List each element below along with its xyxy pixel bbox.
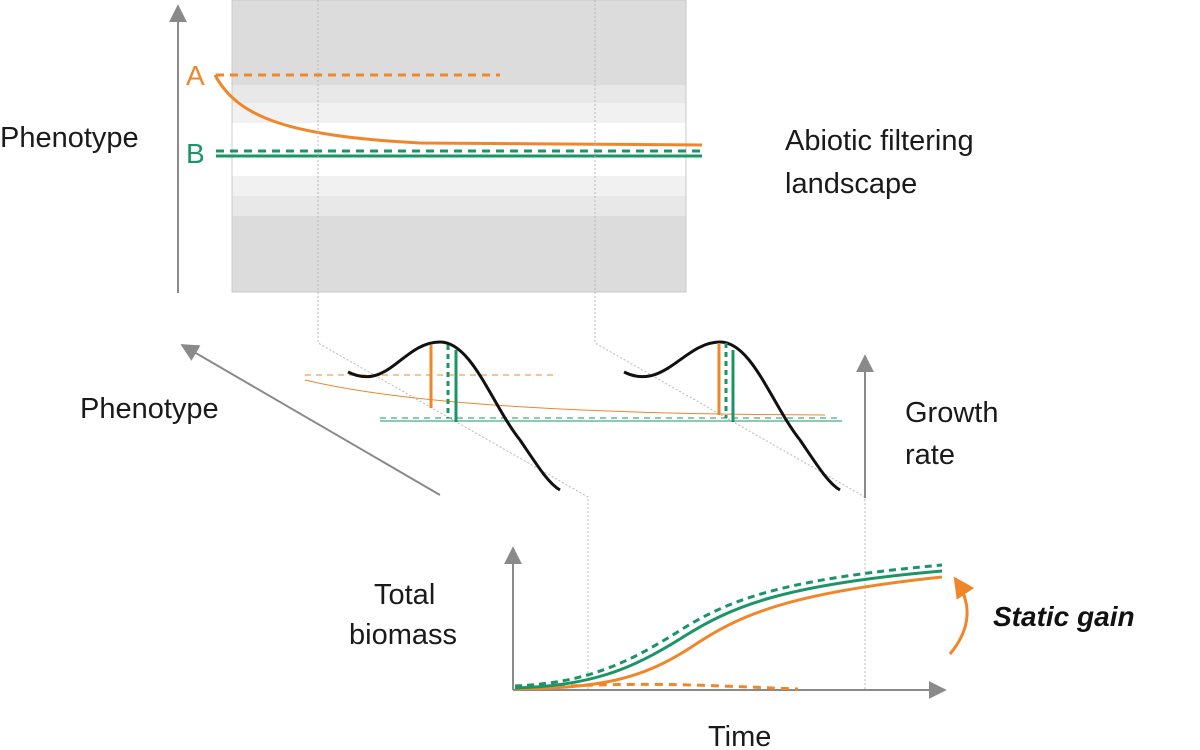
trait-b-biomass [514, 569, 943, 690]
trait-a-projection [304, 379, 826, 416]
static-gain-label: Static gain [993, 601, 1135, 632]
phenotype-axis-mid [180, 344, 441, 496]
growth-curve-right [623, 340, 841, 492]
time-label: Time [708, 721, 771, 750]
trait-a-biomass [514, 575, 943, 691]
trait-b-biomass-dashed [514, 563, 943, 688]
upper-filter-band [232, 0, 686, 85]
growth-curve-left [347, 340, 561, 492]
upper-filter-band-transition [232, 85, 686, 103]
phenotype-label-mid: Phenotype [80, 393, 219, 425]
growth-rate-panel: Phenotype Growth rate [80, 340, 998, 498]
trait-b-label: B [186, 138, 205, 169]
biomass-label-line2: biomass [349, 619, 457, 651]
abiotic-label-line2: landscape [785, 168, 917, 200]
biomass-panel: Total biomass Time Static gain [349, 546, 1135, 750]
growth-label-line1: Growth [905, 397, 998, 429]
trait-a-label: A [186, 60, 205, 91]
growth-label-line2: rate [905, 439, 955, 471]
abiotic-landscape-panel: A B Phenotype Abiotic filtering landscap… [0, 0, 974, 293]
upper-filter-band-edge [232, 103, 686, 123]
biomass-label-line1: Total [374, 579, 435, 611]
lower-filter-band-edge [232, 176, 686, 196]
lower-filter-band-transition [232, 196, 686, 216]
lower-filter-band [232, 216, 686, 292]
abiotic-label-line1: Abiotic filtering [785, 125, 974, 157]
phenotype-label-top: Phenotype [0, 122, 139, 154]
trait-a-trajectory [213, 74, 703, 147]
static-gain-arrow [948, 576, 975, 655]
